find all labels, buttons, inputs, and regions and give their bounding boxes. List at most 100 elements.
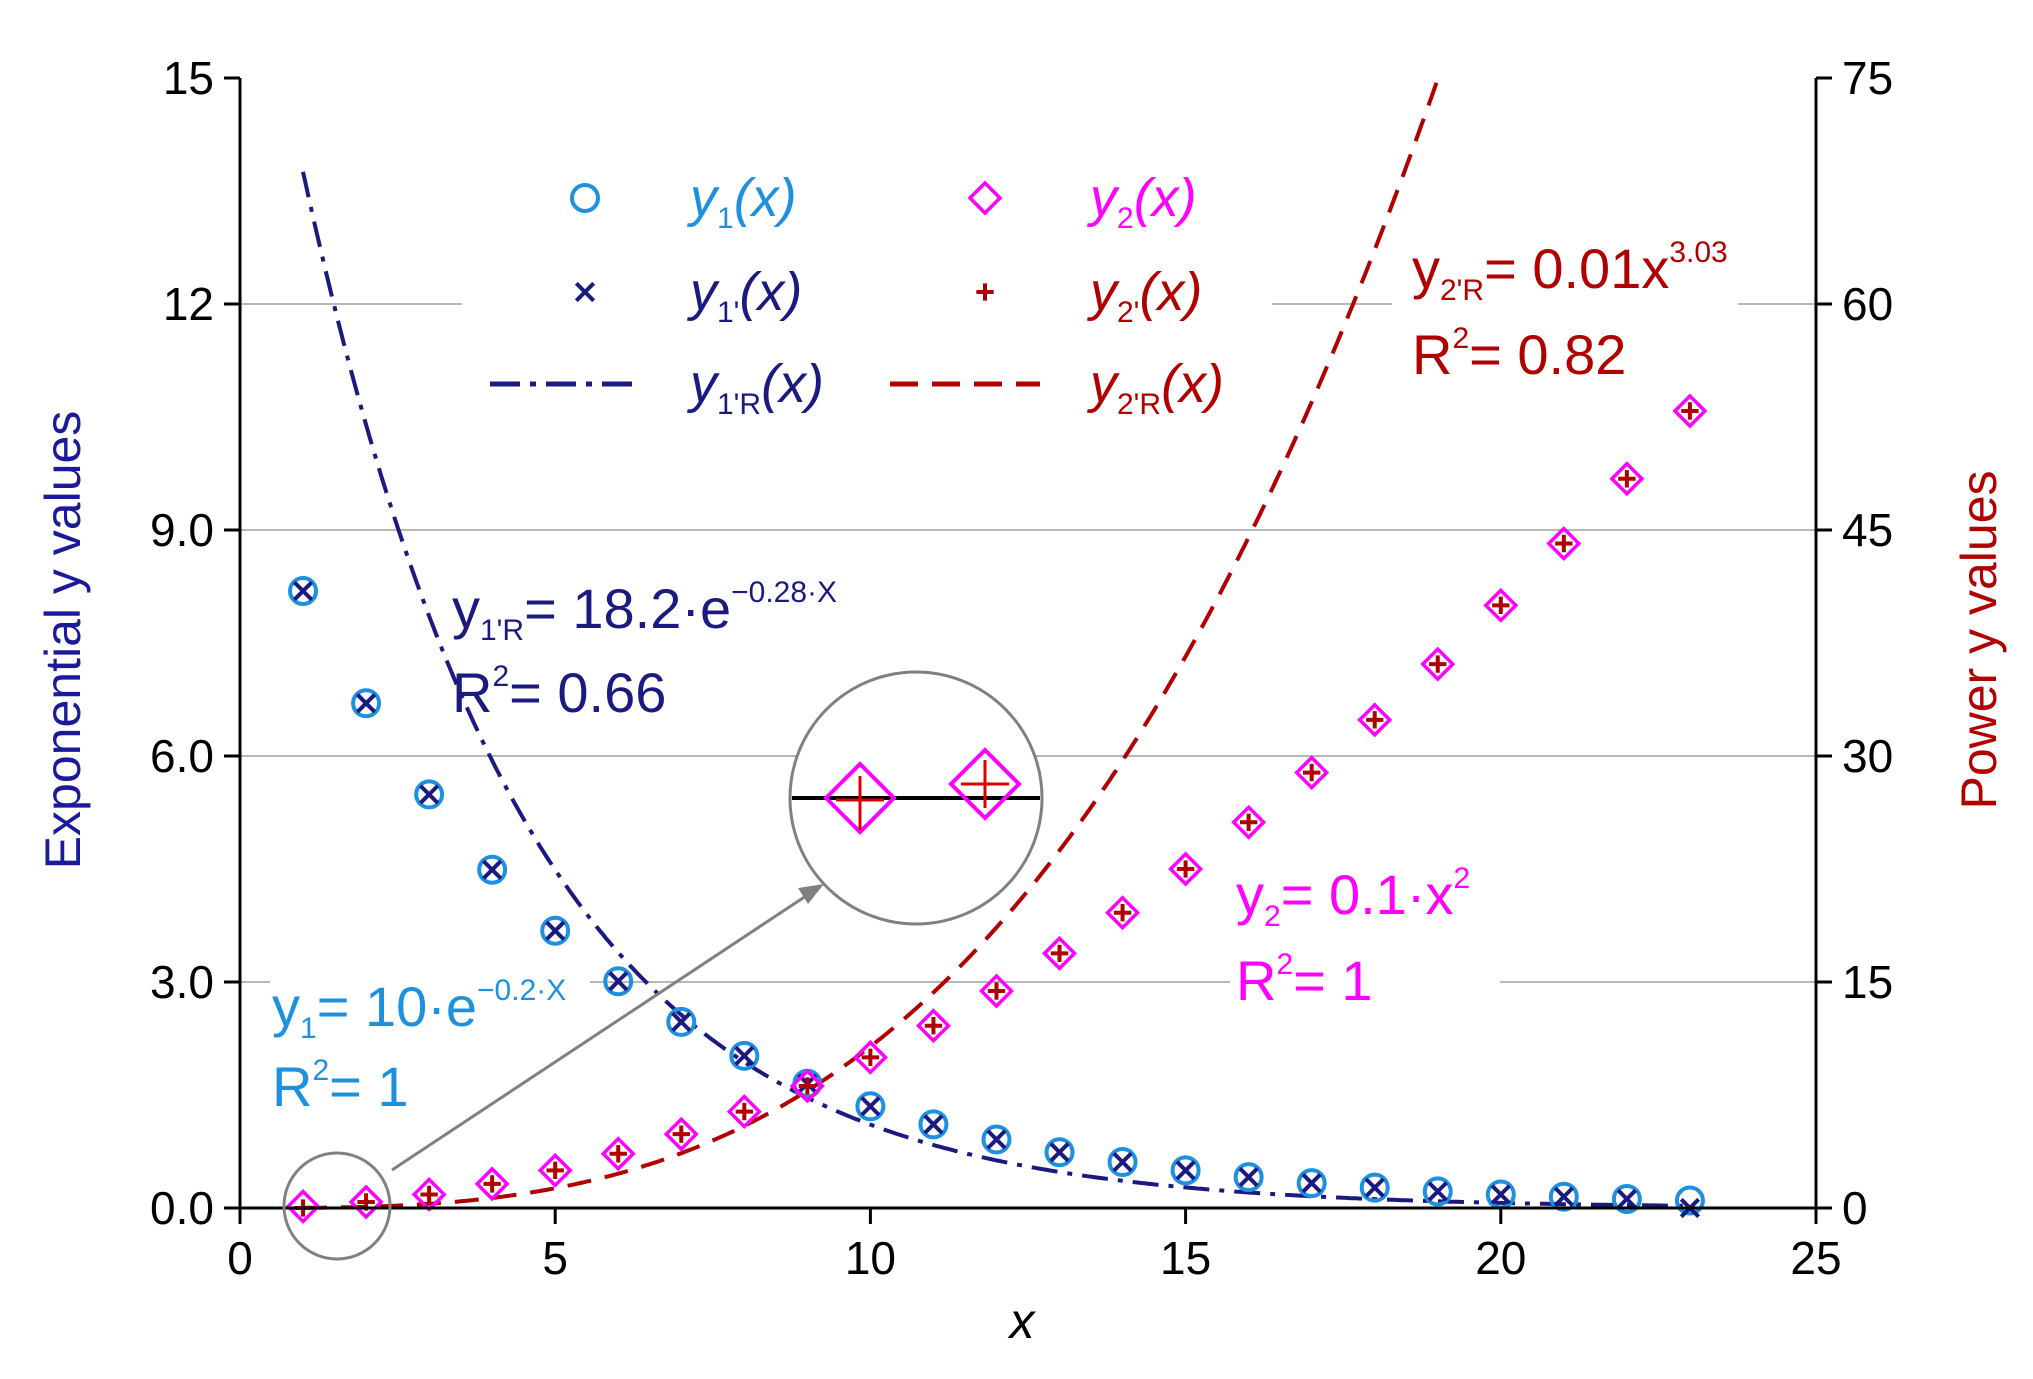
y2R-r2: R2= 0.82: [1412, 322, 1626, 386]
point-plus-8: [735, 1102, 753, 1121]
legend: y1(x) y2(x) y1'(x) y2'(x) y1'R(x) y2'R(x): [490, 168, 1224, 421]
series-y1x: [292, 580, 1701, 1219]
point-x-11: [923, 1114, 944, 1135]
x-tick-label: 20: [1475, 1232, 1526, 1284]
point-circle-7: [666, 1006, 697, 1037]
legend-marker-icon: [967, 180, 1003, 216]
point-plus-19: [1429, 655, 1447, 673]
y-left-tick-label: 3.0: [150, 956, 214, 1008]
legend-entry-4: y1'R(x): [490, 354, 824, 421]
legend-entry-2: y1'(x): [574, 262, 802, 329]
zoom-diamond-1: [948, 747, 1022, 821]
point-diamond-16: [1231, 804, 1267, 840]
point-circle-17: [1296, 1168, 1327, 1199]
y-right-tick-label: 15: [1842, 956, 1893, 1008]
point-circle-1: [288, 576, 319, 607]
point-x-21: [1553, 1186, 1574, 1207]
point-plus-9: [798, 1077, 817, 1095]
y2R-equation: y2'R= 0.01x3.03: [1412, 236, 1728, 307]
y-right-tick-label: 60: [1842, 278, 1893, 330]
y-left-tick-label: 12: [163, 278, 214, 330]
point-circle-5: [540, 915, 571, 946]
point-diamond-21: [1546, 526, 1582, 562]
x-tick-label: 5: [542, 1232, 568, 1284]
point-x-3: [419, 784, 440, 805]
y-left-tick-label: 9.0: [150, 504, 214, 556]
point-circle-10: [855, 1091, 886, 1122]
point-plus-10: [861, 1048, 880, 1067]
point-diamond-17: [1294, 755, 1330, 791]
curve-y2Rx: [303, 78, 1440, 1210]
legend-label: y2(x): [1086, 168, 1197, 235]
point-diamond-14: [1105, 895, 1141, 931]
point-diamond-13: [1042, 935, 1077, 971]
point-plus-12: [987, 982, 1006, 1000]
point-x-13: [1049, 1142, 1070, 1163]
zoom-arrow-head: [798, 884, 824, 904]
point-plus-11: [924, 1017, 943, 1035]
point-plus-4: [483, 1175, 501, 1193]
point-x-7: [671, 1011, 692, 1033]
annotations: y1= 10·e−0.2·X R2= 1 y1'R= 18.2·e−0.28·X R2…: [272, 236, 1728, 1118]
point-diamond-22: [1609, 461, 1645, 497]
point-plus-13: [1050, 944, 1069, 963]
point-circle-14: [1107, 1147, 1138, 1178]
point-plus-6: [609, 1145, 627, 1163]
gridlines: [240, 303, 1816, 983]
point-diamond-11: [915, 1008, 951, 1044]
point-plus-21: [1555, 534, 1573, 553]
legend-label: y1'(x): [686, 262, 802, 329]
y-left-tick-label: 6.0: [150, 730, 214, 782]
point-plus-17: [1303, 763, 1321, 782]
axes: [238, 78, 1818, 1210]
y1R-r2: R2= 0.66: [452, 660, 666, 724]
y-left-tick-label: 0.0: [150, 1182, 214, 1234]
data-points: [285, 393, 1708, 1224]
legend-label: y1(x): [686, 168, 797, 235]
curve-y1Rx: [301, 171, 1690, 1208]
y2-equation: y2= 0.1·x2: [1236, 862, 1470, 933]
point-diamond-9: [789, 1068, 825, 1104]
point-plus-22: [1618, 470, 1636, 488]
point-x-5: [545, 920, 566, 941]
legend-label: y2'R(x): [1086, 354, 1224, 421]
point-x-17: [1301, 1173, 1322, 1194]
zoom-source-circle: [282, 1151, 392, 1261]
legend-entry-5: y2'R(x): [890, 354, 1224, 421]
point-circle-12: [981, 1124, 1012, 1155]
y2-r2: R2= 1: [1236, 948, 1373, 1012]
x-axis-label: x: [1008, 1293, 1037, 1349]
point-x-14: [1112, 1151, 1133, 1173]
y1-equation: y1= 10·e−0.2·X: [272, 974, 566, 1045]
point-x-10: [860, 1096, 881, 1117]
legend-entry-1: y2(x): [967, 168, 1197, 235]
y-right-tick-label: 0: [1842, 1182, 1868, 1234]
legend-entry-0: y1(x): [570, 168, 797, 235]
point-circle-6: [603, 966, 634, 997]
point-diamond-6: [600, 1136, 636, 1172]
point-plus-7: [672, 1125, 690, 1143]
point-circle-15: [1170, 1155, 1201, 1186]
point-diamond-12: [979, 973, 1014, 1009]
point-circle-18: [1359, 1172, 1390, 1203]
point-x-4: [482, 859, 503, 880]
point-x-18: [1364, 1177, 1385, 1198]
point-x-12: [986, 1129, 1007, 1150]
y-right-tick-label: 30: [1842, 730, 1893, 782]
legend-entry-3: y2'(x): [976, 262, 1202, 329]
point-diamond-18: [1357, 702, 1393, 738]
point-x-8: [734, 1045, 755, 1066]
series-y1x: [288, 576, 1705, 1216]
y-right-axis-label: Power y values: [1951, 470, 2007, 809]
zoom-plus-0: [836, 776, 884, 830]
point-x-20: [1490, 1184, 1511, 1205]
series-y2x: [285, 393, 1708, 1224]
point-x-15: [1175, 1160, 1196, 1181]
legend-label: y2'(x): [1086, 262, 1202, 329]
tick-labels: 0 5 10 15 20 25 0.0 3.0 6.0 9.0 12 15 0 15 30 45 60 75: [150, 52, 1893, 1284]
legend-marker-icon: [570, 183, 600, 213]
point-diamond-1: [285, 1189, 321, 1224]
point-circle-19: [1422, 1176, 1453, 1207]
legend-marker-icon: [976, 283, 994, 301]
point-plus-14: [1113, 904, 1132, 922]
